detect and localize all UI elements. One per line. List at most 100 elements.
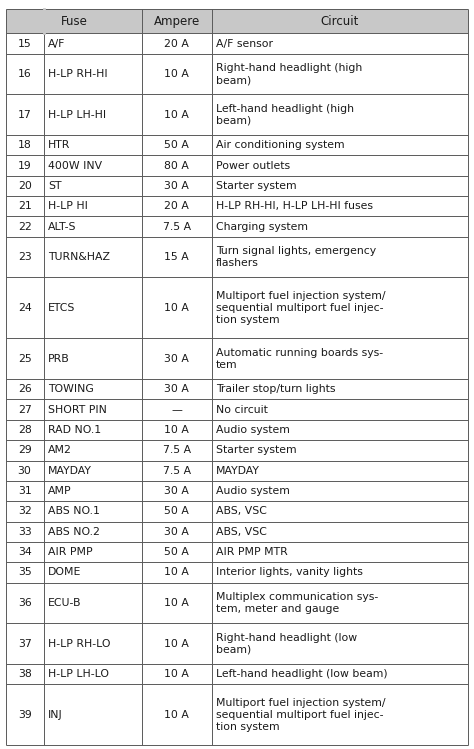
Text: 30 A: 30 A xyxy=(164,486,189,496)
Bar xyxy=(142,501,211,521)
Text: 22: 22 xyxy=(18,222,32,231)
Text: Multiport fuel injection system/
sequential multiport fuel injec-
tion system: Multiport fuel injection system/ sequent… xyxy=(216,698,386,732)
Text: Automatic running boards sys-
tem: Automatic running boards sys- tem xyxy=(216,348,383,370)
Text: ABS NO.1: ABS NO.1 xyxy=(48,506,100,516)
Bar xyxy=(6,176,44,196)
Text: H-LP HI: H-LP HI xyxy=(48,201,88,211)
Bar xyxy=(142,9,211,34)
Bar xyxy=(44,135,142,156)
Text: 32: 32 xyxy=(18,506,32,516)
Text: 37: 37 xyxy=(18,639,32,649)
Text: ALT-S: ALT-S xyxy=(48,222,77,231)
Bar xyxy=(6,34,44,54)
Bar xyxy=(44,277,142,339)
Bar xyxy=(211,521,468,542)
Bar xyxy=(142,176,211,196)
Bar xyxy=(142,562,211,583)
Text: HTR: HTR xyxy=(48,140,71,151)
Bar xyxy=(211,216,468,237)
Text: Air conditioning system: Air conditioning system xyxy=(216,140,345,151)
Bar xyxy=(211,94,468,135)
Text: ECU-B: ECU-B xyxy=(48,598,82,608)
Text: 10 A: 10 A xyxy=(164,568,189,577)
Text: No circuit: No circuit xyxy=(216,404,268,415)
Text: 80 A: 80 A xyxy=(164,160,189,171)
Text: ABS NO.2: ABS NO.2 xyxy=(48,527,100,537)
Bar xyxy=(6,623,44,664)
Bar xyxy=(211,562,468,583)
Text: 35: 35 xyxy=(18,568,32,577)
Text: MAYDAY: MAYDAY xyxy=(48,466,92,476)
Text: 20 A: 20 A xyxy=(164,38,189,49)
Text: ST: ST xyxy=(48,181,62,191)
Text: 25: 25 xyxy=(18,354,32,364)
Bar xyxy=(6,9,142,34)
Text: Left-hand headlight (low beam): Left-hand headlight (low beam) xyxy=(216,669,388,679)
Text: H-LP LH-HI: H-LP LH-HI xyxy=(48,110,106,120)
Bar xyxy=(6,481,44,501)
Text: 18: 18 xyxy=(18,140,32,151)
Bar xyxy=(142,339,211,379)
Text: Fuse: Fuse xyxy=(61,15,87,28)
Text: Starter system: Starter system xyxy=(216,181,297,191)
Bar xyxy=(44,521,142,542)
Bar xyxy=(44,216,142,237)
Bar xyxy=(44,196,142,216)
Bar xyxy=(142,156,211,176)
Bar xyxy=(44,339,142,379)
Text: DOME: DOME xyxy=(48,568,82,577)
Bar xyxy=(6,420,44,440)
Text: MAYDAY: MAYDAY xyxy=(216,466,260,476)
Text: 50 A: 50 A xyxy=(164,547,189,557)
Bar xyxy=(6,501,44,521)
Bar xyxy=(142,399,211,420)
Bar xyxy=(211,461,468,481)
Bar xyxy=(211,501,468,521)
Bar xyxy=(44,399,142,420)
Bar xyxy=(142,623,211,664)
Text: 19: 19 xyxy=(18,160,32,171)
Text: Left-hand headlight (high
beam): Left-hand headlight (high beam) xyxy=(216,104,354,126)
Bar xyxy=(44,379,142,399)
Bar xyxy=(211,176,468,196)
Bar xyxy=(211,440,468,461)
Bar xyxy=(6,216,44,237)
Text: 16: 16 xyxy=(18,69,32,79)
Text: 400W INV: 400W INV xyxy=(48,160,102,171)
Text: Ampere: Ampere xyxy=(154,15,200,28)
Text: 27: 27 xyxy=(18,404,32,415)
Bar xyxy=(6,379,44,399)
Bar xyxy=(44,542,142,562)
Bar xyxy=(211,420,468,440)
Bar xyxy=(6,664,44,685)
Text: SHORT PIN: SHORT PIN xyxy=(48,404,107,415)
Bar xyxy=(211,9,468,34)
Text: AIR PMP MTR: AIR PMP MTR xyxy=(216,547,288,557)
Text: 23: 23 xyxy=(18,252,32,262)
Bar xyxy=(44,562,142,583)
Bar xyxy=(211,685,468,745)
Text: 30 A: 30 A xyxy=(164,181,189,191)
Text: 31: 31 xyxy=(18,486,32,496)
Text: A/F: A/F xyxy=(48,38,65,49)
Text: Multiport fuel injection system/
sequential multiport fuel injec-
tion system: Multiport fuel injection system/ sequent… xyxy=(216,291,386,325)
Bar xyxy=(44,54,142,94)
Bar xyxy=(211,379,468,399)
Text: 7.5 A: 7.5 A xyxy=(163,222,191,231)
Bar xyxy=(211,623,468,664)
Bar xyxy=(142,583,211,623)
Bar xyxy=(6,94,44,135)
Bar xyxy=(6,156,44,176)
Text: H-LP RH-HI: H-LP RH-HI xyxy=(48,69,108,79)
Text: 20 A: 20 A xyxy=(164,201,189,211)
Text: Right-hand headlight (low
beam): Right-hand headlight (low beam) xyxy=(216,633,357,655)
Bar xyxy=(44,94,142,135)
Bar xyxy=(211,135,468,156)
Text: 7.5 A: 7.5 A xyxy=(163,466,191,476)
Text: Circuit: Circuit xyxy=(321,15,359,28)
Text: TURN&HAZ: TURN&HAZ xyxy=(48,252,110,262)
Text: 15 A: 15 A xyxy=(164,252,189,262)
Text: 50 A: 50 A xyxy=(164,140,189,151)
Text: H-LP RH-LO: H-LP RH-LO xyxy=(48,639,111,649)
Text: PRB: PRB xyxy=(48,354,70,364)
